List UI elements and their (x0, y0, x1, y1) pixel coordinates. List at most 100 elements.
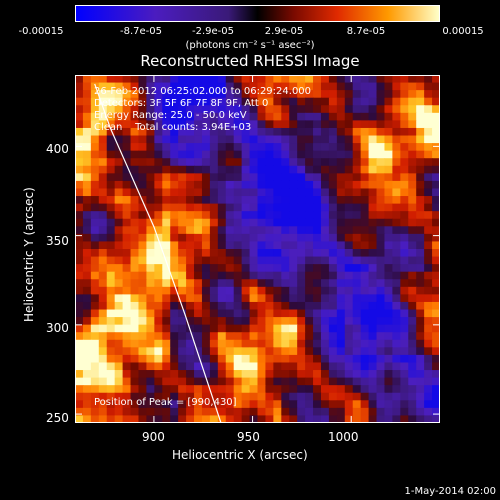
heatmap-cell (90, 339, 100, 348)
heatmap-cell (336, 332, 346, 341)
heatmap-cell (328, 165, 338, 174)
heatmap-cell (249, 317, 259, 326)
heatmap-cell (90, 75, 100, 84)
heatmap-cell (384, 105, 393, 114)
heatmap-cell (75, 294, 84, 303)
heatmap-cell (194, 400, 203, 409)
heatmap-cell (352, 211, 362, 220)
heatmap-cell (257, 218, 267, 227)
heatmap-cell (376, 150, 386, 159)
heatmap-cell (98, 271, 108, 280)
heatmap-cell (75, 407, 84, 417)
heatmap-cell (424, 180, 433, 190)
heatmap-cell (392, 309, 401, 318)
heatmap-cell (90, 294, 100, 303)
heatmap-cell (186, 347, 195, 356)
heatmap-cell (376, 377, 386, 386)
heatmap-cell (98, 249, 108, 258)
heatmap-cell (249, 347, 259, 356)
heatmap-cell (233, 249, 243, 258)
heatmap-cell (162, 173, 171, 182)
heatmap-cell (424, 400, 433, 409)
heatmap-cell (186, 233, 195, 243)
heatmap-cell (217, 354, 227, 364)
heatmap-cell (209, 370, 219, 379)
heatmap-cell (209, 226, 219, 235)
heatmap-cell (368, 279, 378, 288)
heatmap-cell (416, 226, 425, 235)
heatmap-cell (344, 309, 354, 318)
heatmap-cell (209, 233, 219, 243)
heatmap-cell (360, 332, 370, 341)
heatmap-cell (130, 279, 140, 288)
heatmap-cell (392, 90, 401, 99)
heatmap-cell (281, 218, 290, 227)
heatmap-cell (162, 249, 171, 258)
heatmap-cell (344, 180, 354, 190)
heatmap-cell (289, 286, 298, 295)
heatmap-cell (82, 241, 92, 250)
heatmap-cell (344, 400, 354, 409)
heatmap-cell (106, 301, 116, 311)
heatmap-cell (154, 324, 163, 333)
heatmap-cell (408, 158, 417, 167)
heatmap-cell (376, 271, 386, 280)
heatmap-cell (336, 150, 346, 159)
heatmap-cell (273, 226, 282, 235)
heatmap-cell (281, 173, 290, 182)
heatmap-cell (130, 75, 140, 84)
heatmap-cell (217, 392, 227, 401)
heatmap-cell (186, 301, 195, 311)
heatmap-cell (106, 264, 116, 273)
heatmap-cell (257, 173, 267, 182)
heatmap-cell (257, 127, 267, 137)
heatmap-cell (138, 127, 148, 137)
heatmap-cell (162, 196, 171, 205)
heatmap-cell (75, 143, 84, 152)
heatmap-cell (122, 241, 132, 250)
heatmap-cell (368, 112, 378, 121)
heatmap-cell (257, 135, 267, 144)
heatmap-cell (98, 400, 108, 409)
heatmap-cell (162, 112, 171, 121)
heatmap-cell (336, 264, 346, 273)
heatmap-cell (376, 332, 386, 341)
heatmap-cell (186, 286, 195, 295)
heatmap-cell (178, 354, 187, 364)
heatmap-cell (209, 75, 219, 84)
heatmap-cell (194, 317, 203, 326)
heatmap-cell (313, 90, 322, 99)
heatmap-cell (416, 150, 425, 159)
heatmap-cell (75, 233, 84, 243)
heatmap-cell (241, 158, 251, 167)
heatmap-cell (194, 188, 203, 197)
heatmap-cell (336, 143, 346, 152)
heatmap-cell (146, 127, 155, 137)
heatmap-cell (82, 127, 92, 137)
heatmap-cell (162, 135, 171, 144)
heatmap-cell (138, 97, 148, 106)
heatmap-cell (75, 377, 84, 386)
heatmap-cell (360, 400, 370, 409)
heatmap-cell (162, 241, 171, 250)
heatmap-cell (106, 249, 116, 258)
heatmap-cell (360, 286, 370, 295)
heatmap-cell (75, 90, 84, 99)
heatmap-cell (241, 362, 251, 371)
heatmap-cell (114, 82, 124, 91)
heatmap-cell (416, 256, 425, 265)
heatmap-cell (257, 256, 267, 265)
heatmap-cell (273, 127, 282, 137)
heatmap-cell (313, 294, 322, 303)
heatmap-cell (225, 112, 235, 121)
heatmap-cell (376, 286, 386, 295)
heatmap-cell (384, 165, 393, 174)
heatmap-cell (122, 317, 132, 326)
heatmap-cell (209, 127, 219, 137)
heatmap-cell (170, 415, 179, 424)
heatmap-cell (178, 317, 187, 326)
heatmap-cell (376, 180, 386, 190)
heatmap-cell (352, 415, 362, 424)
heatmap-cell (146, 279, 155, 288)
heatmap-cell (217, 90, 227, 99)
